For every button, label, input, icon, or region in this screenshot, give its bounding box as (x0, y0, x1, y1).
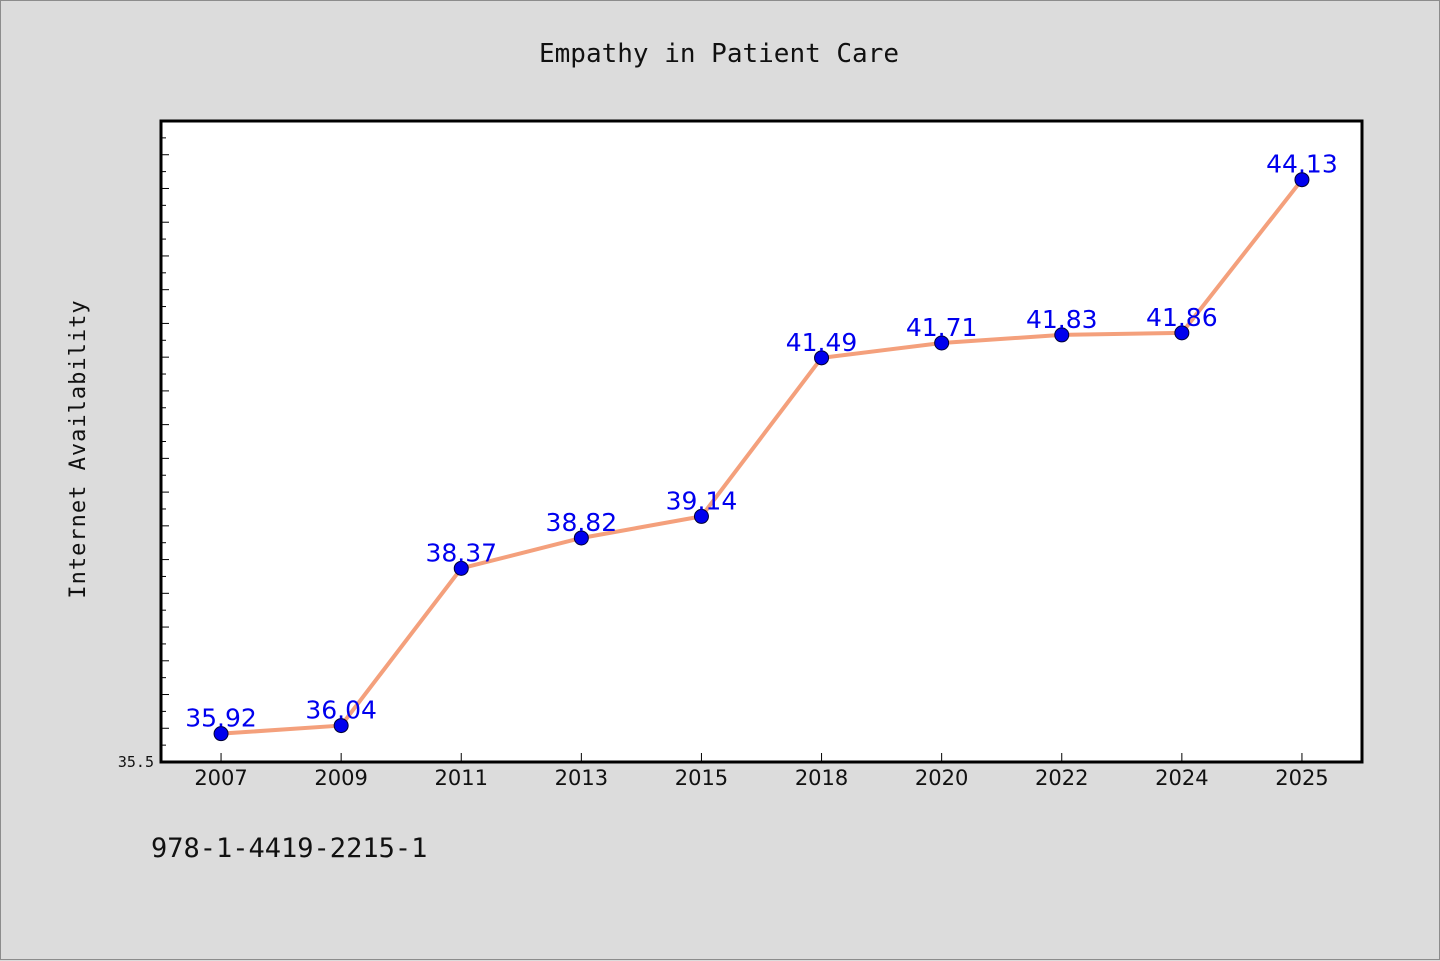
data-point-marker (573, 530, 589, 546)
plot-area (159, 119, 1364, 764)
data-markers (213, 172, 1310, 742)
x-tick-label: 2007 (194, 766, 247, 790)
data-point-marker (333, 718, 349, 734)
data-labels: 35.92 36.04 38.37 38.82 39.14 41.49 41.71 41.83… (185, 150, 1337, 733)
data-label: 39.14 (666, 486, 738, 515)
data-label: 35.92 (185, 704, 257, 733)
data-point-marker (453, 560, 469, 576)
x-tick-label: 2011 (435, 766, 488, 790)
data-point-marker (1174, 325, 1190, 341)
x-axis-tick-labels: 2007 2009 2011 2013 2015 2018 2020 2022 2024 2025 (194, 766, 1328, 790)
data-point-marker (1294, 172, 1310, 188)
y-axis-label: Internet Availability (66, 299, 91, 598)
x-tick-label: 2013 (555, 766, 608, 790)
data-label: 41.83 (1026, 305, 1098, 334)
x-tick-label: 2020 (915, 766, 968, 790)
x-tick-label: 2022 (1035, 766, 1088, 790)
x-tick-label: 2018 (795, 766, 848, 790)
footer-code: 978-1-4419-2215-1 (151, 833, 428, 864)
x-tick-label: 2025 (1275, 766, 1328, 790)
y-axis-ticks (161, 120, 169, 763)
series-line (219, 177, 1304, 736)
data-label: 41.86 (1146, 303, 1218, 332)
x-tick-label: 2009 (314, 766, 367, 790)
data-point-marker (693, 508, 709, 524)
data-point-marker (934, 335, 950, 351)
data-point-marker (213, 726, 229, 742)
x-tick-label: 2024 (1155, 766, 1208, 790)
x-axis-ticks (220, 753, 1303, 762)
data-label: 41.49 (786, 328, 858, 357)
data-point-marker (1054, 327, 1070, 343)
data-label: 38.37 (425, 538, 497, 567)
series-lines (219, 177, 1304, 736)
data-label: 38.82 (546, 508, 618, 537)
data-point-marker (814, 350, 830, 366)
y-axis-tick-labels: 35.5 (118, 753, 154, 771)
x-tick-label: 2015 (675, 766, 728, 790)
data-label: 44.13 (1266, 150, 1338, 179)
data-label: 36.04 (305, 696, 377, 725)
data-label: 41.71 (906, 313, 978, 342)
y-tick-label: 35.5 (118, 753, 154, 771)
chart-title: Empathy in Patient Care (539, 39, 899, 69)
